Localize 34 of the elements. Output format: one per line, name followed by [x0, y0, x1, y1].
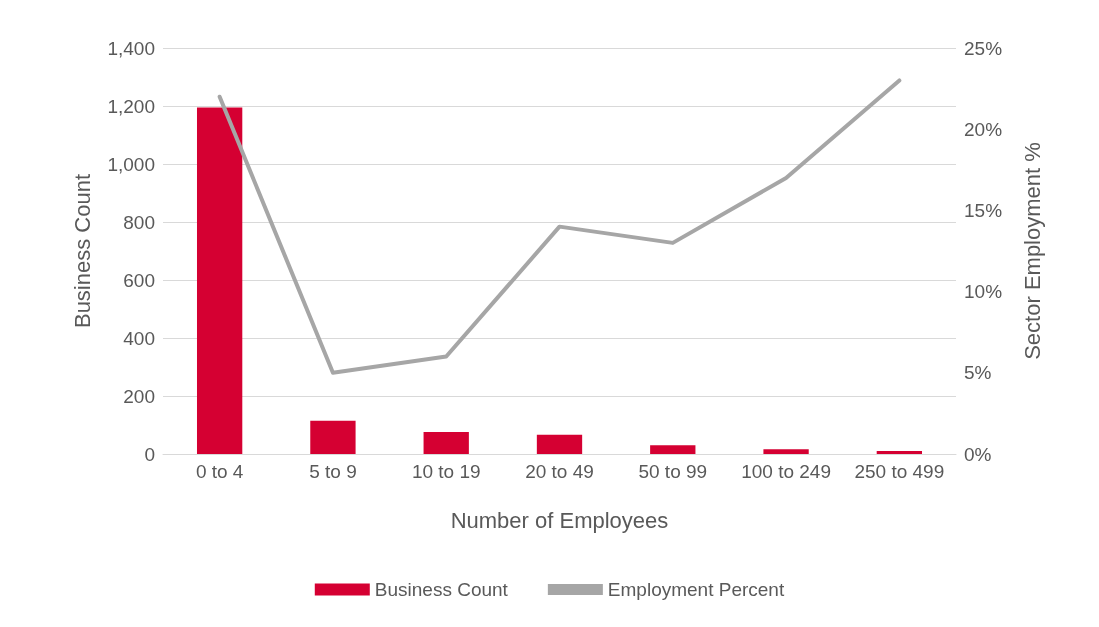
y-tick-label: 600	[123, 269, 155, 291]
x-axis-title: Number of Employees	[450, 507, 669, 533]
x-tick-label: 250 to 499	[854, 461, 945, 482]
x-tick-label: 10 to 19	[411, 461, 481, 482]
bar	[310, 420, 356, 454]
y2-tick-label: 10%	[964, 281, 1003, 303]
y-tick-label: 800	[123, 211, 155, 233]
x-tick-label: 100 to 249	[741, 461, 831, 482]
y-tick-label: 1,400	[107, 37, 155, 59]
bar	[536, 434, 583, 454]
bar	[196, 107, 243, 454]
y2-tick-label: 20%	[964, 118, 1003, 140]
x-tick-label: 0 to 4	[195, 461, 244, 482]
bar	[650, 445, 696, 454]
bar	[876, 451, 923, 454]
y-tick-label: 0	[144, 443, 155, 465]
y-tick-label: 400	[123, 327, 155, 349]
y2-axis-title: Sector Employment %	[1019, 142, 1045, 360]
legend-label: Employment Percent	[607, 579, 785, 600]
bar	[423, 431, 469, 454]
bar	[763, 449, 809, 454]
y-tick-label: 1,200	[107, 95, 155, 117]
x-tick-label: 50 to 99	[638, 461, 708, 482]
y2-tick-label: 15%	[964, 199, 1003, 221]
y-axis-title: Business Count	[69, 173, 95, 329]
x-tick-label: 5 to 9	[309, 461, 357, 482]
y2-tick-label: 25%	[964, 37, 1003, 59]
y2-tick-label: 5%	[964, 362, 992, 384]
line-series	[217, 78, 902, 375]
legend-label: Business Count	[374, 579, 509, 600]
y-tick-label: 200	[123, 385, 155, 407]
y-tick-label: 1,000	[107, 153, 155, 175]
y2-tick-label: 0%	[964, 443, 992, 465]
x-tick-label: 20 to 49	[525, 461, 594, 482]
